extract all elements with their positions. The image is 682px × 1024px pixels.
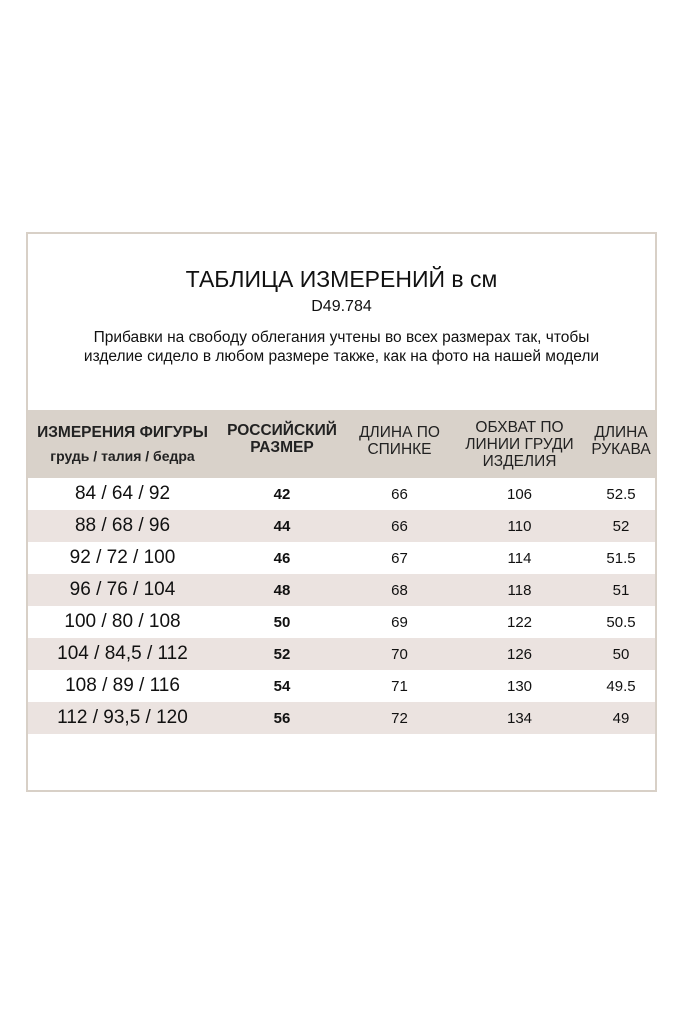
cell-russian-size: 50 [273,613,291,631]
cell-chest-girth: 134 [452,702,587,734]
cell-back-length: 68 [347,574,452,606]
cell-body-measurements: 112 / 93,5 / 120 [28,702,217,734]
cell-back-length: 69 [391,613,408,631]
cell-chest-girth: 110 [452,510,587,542]
table-row: 100 / 80 / 108 50 69 122 50.5 [28,606,655,638]
cell-body-measurements: 96 / 76 / 104 [28,574,217,606]
cell-body-measurements: 88 / 68 / 96 [28,510,217,542]
table-row: 112 / 93,5 / 120 56 72 134 49 [28,702,655,734]
header-sleeve-length: ДЛИНА РУКАВА [587,410,655,478]
cell-sleeve-length: 50 [587,638,655,670]
cell-russian-size: 46 [273,549,291,567]
cell-body-measurements: 108 / 89 / 116 [65,675,180,696]
header-chest-girth: ОБХВАТ ПО ЛИНИИ ГРУДИ ИЗДЕЛИЯ [452,410,587,478]
cell-back-length: 70 [347,638,452,670]
table-row: 84 / 64 / 92 42 66 106 52.5 [28,478,655,510]
table-row: 104 / 84,5 / 112 52 70 126 50 [28,638,655,670]
cell-sleeve-length: 52 [587,510,655,542]
cell-sleeve-length: 49 [587,702,655,734]
product-code: D49.784 [311,298,372,315]
cell-chest-girth: 122 [506,613,533,631]
header-back-length: ДЛИНА ПО СПИНКЕ [347,410,452,478]
table-row: 96 / 76 / 104 48 68 118 51 [28,574,655,606]
header-russian-size: РОССИЙСКИЙ РАЗМЕР [217,410,347,478]
header-body-measurements: ИЗМЕРЕНИЯ ФИГУРЫ грудь / талия / бедра [28,410,217,478]
table-row: 108 / 89 / 116 54 71 130 49.5 [28,670,655,702]
header-label: ИЗМЕРЕНИЯ ФИГУРЫ [37,423,208,441]
size-table: ИЗМЕРЕНИЯ ФИГУРЫ грудь / талия / бедра РО… [28,410,655,734]
cell-russian-size: 48 [217,574,347,606]
cell-back-length: 67 [391,549,408,567]
cell-chest-girth: 106 [506,485,533,503]
cell-chest-girth: 126 [452,638,587,670]
cell-body-measurements: 92 / 72 / 100 [69,547,176,568]
cell-sleeve-length: 51.5 [606,549,636,567]
cell-sleeve-length: 52.5 [606,485,636,503]
note-line: изделие сидело в любом размере также, ка… [83,348,600,365]
cell-sleeve-length: 49.5 [606,677,636,695]
cell-russian-size: 42 [273,485,291,503]
cell-russian-size: 56 [217,702,347,734]
cell-body-measurements: 104 / 84,5 / 112 [28,638,217,670]
cell-russian-size: 54 [273,677,291,695]
header-sublabel: грудь / талия / бедра [50,447,195,464]
table-row: 88 / 68 / 96 44 66 110 52 [28,510,655,542]
chart-title: ТАБЛИЦА ИЗМЕРЕНИЙ в см [185,266,498,292]
cell-chest-girth: 114 [507,549,532,567]
cell-sleeve-length: 50.5 [606,613,636,631]
cell-sleeve-length: 51 [587,574,655,606]
fit-note: Прибавки на свободу облегания учтены во … [28,328,655,366]
cell-back-length: 66 [391,485,408,503]
cell-chest-girth: 118 [452,574,587,606]
cell-russian-size: 44 [217,510,347,542]
cell-back-length: 72 [347,702,452,734]
table-header: ИЗМЕРЕНИЯ ФИГУРЫ грудь / талия / бедра РО… [28,410,655,478]
cell-russian-size: 52 [217,638,347,670]
cell-chest-girth: 130 [506,677,533,695]
note-line: Прибавки на свободу облегания учтены во … [93,329,590,346]
cell-back-length: 71 [391,677,408,695]
cell-back-length: 66 [347,510,452,542]
size-chart-frame: ТАБЛИЦА ИЗМЕРЕНИЙ в см D49.784 Прибавки … [26,232,657,792]
table-row: 92 / 72 / 100 46 67 114 51.5 [28,542,655,574]
cell-body-measurements: 84 / 64 / 92 [74,483,171,504]
cell-body-measurements: 100 / 80 / 108 [64,611,181,632]
